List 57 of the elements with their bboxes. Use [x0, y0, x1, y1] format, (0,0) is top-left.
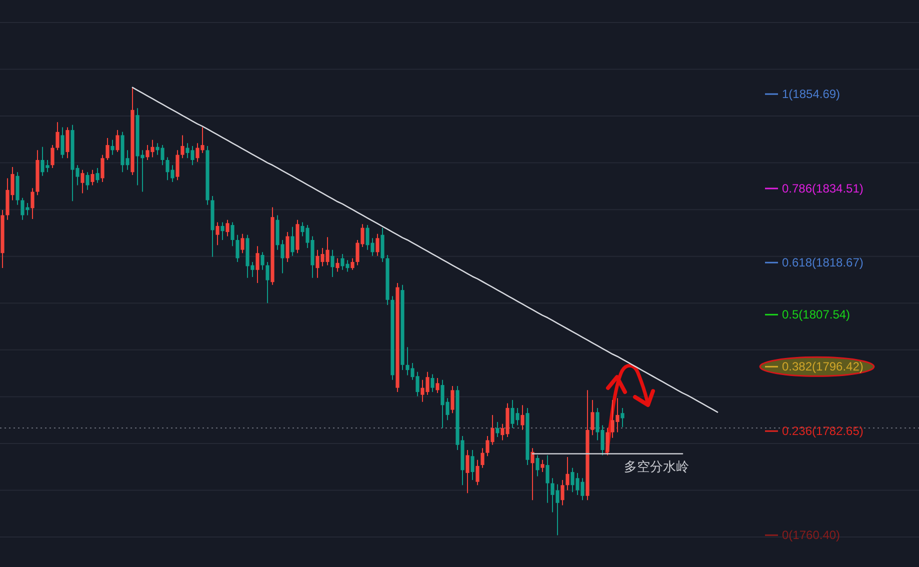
candlestick — [256, 246, 260, 284]
candlestick — [530, 448, 534, 501]
candlestick — [606, 428, 610, 456]
candlestick — [106, 138, 110, 160]
candlestick — [560, 479, 564, 506]
candlestick — [220, 222, 224, 240]
candlestick — [546, 454, 550, 504]
ref-line-label: 0.5(1807.54) — [782, 308, 850, 322]
candlestick — [590, 399, 594, 436]
candlestick — [430, 374, 434, 393]
candlestick — [176, 150, 180, 181]
candlestick — [380, 227, 384, 262]
candlestick — [536, 454, 540, 477]
candlestick — [230, 222, 234, 247]
candlestick — [290, 226, 294, 256]
candlestick — [566, 456, 570, 491]
candlestick — [86, 172, 90, 190]
candlestick — [240, 233, 244, 254]
ref-line-label: 1(1854.69) — [782, 87, 840, 102]
candlestick — [100, 154, 104, 182]
candlestick — [56, 122, 60, 151]
candlestick — [470, 450, 474, 480]
ref-line-label: 0.786(1834.51) — [782, 181, 864, 196]
candlestick — [350, 258, 354, 270]
candlestick — [450, 385, 454, 414]
candlestick — [540, 459, 544, 473]
candlestick — [96, 167, 100, 184]
candlestick — [236, 234, 240, 262]
candlestick — [330, 249, 334, 278]
candlestick — [480, 448, 484, 468]
candlestick — [180, 134, 184, 159]
candlestick — [466, 450, 470, 494]
candlestick — [30, 188, 34, 220]
candlestick — [66, 126, 70, 159]
candlestick — [226, 219, 230, 237]
candlestick — [266, 261, 270, 304]
candlestick — [620, 407, 624, 428]
candlestick — [436, 378, 440, 394]
candlestick — [110, 139, 114, 156]
candlestick — [80, 169, 84, 194]
candlestick — [376, 233, 380, 256]
candlestick — [336, 258, 340, 272]
candlestick — [286, 232, 290, 262]
candlestick — [476, 459, 480, 486]
candlestick — [520, 404, 524, 430]
ref-line-label: 0(1760.40) — [782, 528, 840, 542]
candlestick — [116, 130, 120, 153]
ref-line-label: 0.618(1818.67) — [782, 256, 864, 270]
candlestick — [260, 252, 264, 270]
candlestick — [60, 126, 64, 159]
candlestick — [496, 421, 500, 438]
candlestick — [90, 169, 94, 186]
ref-line-label: 0.382(1796.42) — [782, 360, 864, 374]
ref-line-label: 0.236(1782.65) — [782, 424, 864, 438]
series-label: 多空分水岭 — [624, 458, 689, 474]
candlestick — [50, 144, 54, 168]
candlestick — [216, 222, 220, 246]
